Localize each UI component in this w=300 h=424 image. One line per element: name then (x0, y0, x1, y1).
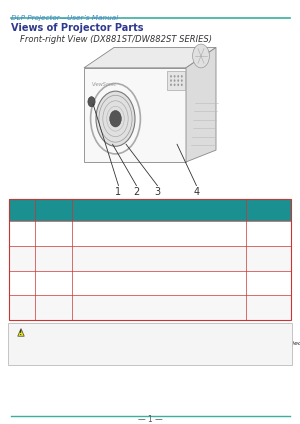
Text: — 1 —: — 1 — (138, 415, 162, 424)
Text: 3: 3 (154, 187, 160, 198)
FancyBboxPatch shape (9, 295, 291, 320)
Circle shape (181, 84, 183, 86)
Polygon shape (84, 47, 216, 68)
Circle shape (88, 97, 95, 107)
Text: 4: 4 (194, 187, 200, 198)
Polygon shape (18, 329, 24, 336)
Text: DESCRIPTION: DESCRIPTION (133, 207, 185, 213)
Circle shape (174, 79, 176, 82)
Text: Ventilation openings on the projector allow for good air circulation, which keep: Ventilation openings on the projector al… (14, 341, 300, 352)
Circle shape (181, 79, 183, 82)
Circle shape (174, 75, 176, 78)
Circle shape (170, 79, 172, 82)
Text: Front-right View (DX881ST/DW882ST SERIES): Front-right View (DX881ST/DW882ST SERIES… (20, 35, 211, 44)
Circle shape (177, 84, 179, 86)
Circle shape (177, 79, 179, 82)
FancyBboxPatch shape (84, 68, 186, 162)
Circle shape (181, 75, 183, 78)
Text: Views of Projector Parts: Views of Projector Parts (11, 23, 143, 33)
Text: 2.: 2. (18, 254, 26, 263)
Text: 1: 1 (116, 187, 122, 198)
Text: 17: 17 (262, 278, 274, 287)
Text: ViewSonic: ViewSonic (92, 82, 116, 87)
Text: Function keys: Function keys (37, 304, 85, 310)
FancyBboxPatch shape (8, 323, 292, 365)
Circle shape (96, 91, 135, 146)
Text: 2: 2 (134, 187, 140, 198)
Circle shape (110, 111, 122, 127)
Text: Lens: Lens (37, 255, 53, 261)
Polygon shape (186, 47, 216, 162)
Circle shape (170, 75, 172, 78)
Text: Focus ring: Focus ring (37, 280, 73, 286)
Text: Receive IR signal from remote control: Receive IR signal from remote control (74, 231, 200, 237)
Circle shape (177, 75, 179, 78)
Text: SEE PAGE: SEE PAGE (250, 207, 287, 213)
Text: IR receiver: IR receiver (37, 231, 74, 237)
Text: !: ! (20, 330, 22, 336)
Text: LABEL: LABEL (41, 207, 65, 213)
FancyBboxPatch shape (167, 71, 185, 90)
FancyBboxPatch shape (9, 246, 291, 271)
Text: 3.: 3. (18, 278, 26, 287)
Circle shape (174, 84, 176, 86)
Circle shape (193, 44, 209, 68)
Text: Projection Lens: Projection Lens (74, 255, 124, 261)
Text: 4.: 4. (18, 303, 26, 312)
Text: ITEM: ITEM (12, 207, 31, 213)
Text: Important:: Important: (30, 329, 74, 335)
Text: 4: 4 (266, 303, 272, 312)
Circle shape (170, 84, 172, 86)
FancyBboxPatch shape (9, 221, 291, 246)
FancyBboxPatch shape (9, 271, 291, 295)
Text: Focuses the projected image: Focuses the projected image (74, 280, 170, 286)
FancyBboxPatch shape (9, 199, 291, 221)
Text: DLP Projector—User’s Manual: DLP Projector—User’s Manual (11, 14, 118, 20)
Text: 1.: 1. (18, 229, 26, 238)
Text: See Top view—On-screen Display (OSD)
buttons and LEDs.: See Top view—On-screen Display (OSD) but… (74, 300, 206, 315)
